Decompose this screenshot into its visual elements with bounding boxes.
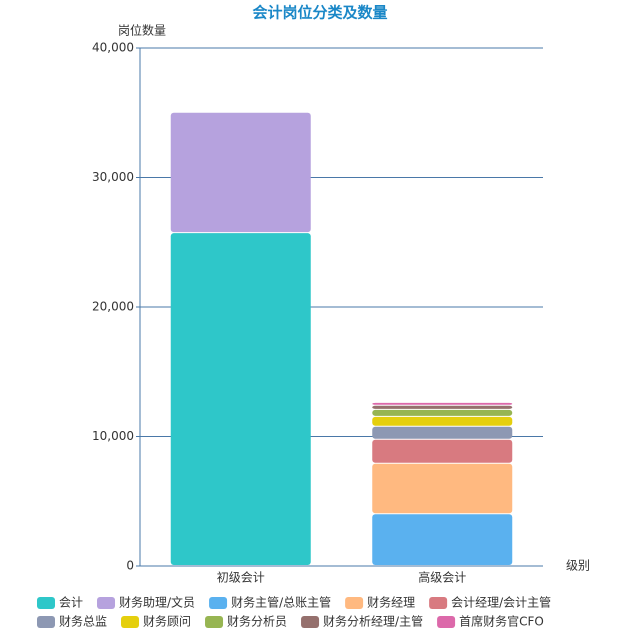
y-tick-label: 40,000 (92, 41, 134, 55)
legend-item[interactable]: 财务助理/文员 (97, 595, 195, 610)
bar-segment (170, 112, 311, 233)
bar-segment (372, 463, 513, 514)
legend-item[interactable]: 财务总监 (37, 614, 107, 629)
legend-item[interactable]: 财务分析经理/主管 (301, 614, 423, 629)
legend-swatch (97, 597, 116, 609)
legend-item[interactable]: 首席财务官CFO (437, 614, 544, 629)
bar-segment (372, 426, 513, 439)
bar-segment (372, 405, 513, 409)
legend-swatch (345, 597, 364, 609)
bar-segment (372, 416, 513, 426)
y-tick-label: 10,000 (92, 429, 134, 443)
legend-item[interactable]: 会计经理/会计主管 (429, 595, 551, 610)
legend-swatch (205, 616, 224, 628)
y-axis-title: 岗位数量 (118, 23, 166, 38)
legend-label: 财务主管/总账主管 (231, 595, 331, 610)
bar-segment (170, 233, 311, 565)
legend-label: 财务经理 (367, 595, 415, 610)
bar-segment (372, 514, 513, 565)
legend-label: 财务总监 (59, 614, 107, 629)
bar-segment (372, 439, 513, 463)
legend-swatch (301, 616, 320, 628)
legend-item[interactable]: 会计 (37, 596, 83, 610)
legend-label: 会计经理/会计主管 (451, 595, 551, 610)
legend-label: 首席财务官CFO (459, 614, 544, 629)
legend-item[interactable]: 财务经理 (345, 595, 415, 610)
bar-segment (372, 402, 513, 405)
chart-title: 会计岗位分类及数量 (252, 4, 387, 22)
legend-swatch (37, 597, 55, 609)
legend-label: 财务助理/文员 (119, 595, 195, 610)
legend-item[interactable]: 财务顾问 (121, 614, 191, 629)
legend-swatch (209, 597, 228, 609)
legend-swatch (437, 616, 456, 628)
y-tick-label: 0 (126, 559, 134, 573)
legend-label: 财务顾问 (143, 614, 191, 629)
legend-label: 财务分析员 (227, 614, 287, 629)
legend-item[interactable]: 财务主管/总账主管 (209, 595, 331, 610)
bar-segment (372, 409, 513, 416)
x-tick-label: 高级会计 (418, 570, 466, 585)
legend-swatch (121, 616, 140, 628)
legend-item[interactable]: 财务分析员 (205, 614, 287, 629)
y-tick-label: 30,000 (92, 170, 134, 184)
y-tick-label: 20,000 (92, 300, 134, 314)
legend-label: 会计 (59, 596, 83, 610)
x-axis-title: 级别 (566, 559, 590, 573)
legend-swatch (429, 597, 448, 609)
legend-label: 财务分析经理/主管 (323, 614, 423, 629)
x-tick-label: 初级会计 (217, 571, 265, 585)
legend-swatch (37, 616, 55, 628)
